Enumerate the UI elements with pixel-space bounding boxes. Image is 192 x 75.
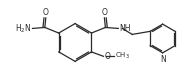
Text: O: O [43,8,49,17]
Text: O: O [102,8,107,17]
Text: H$_2$N: H$_2$N [15,22,31,35]
Text: N: N [160,55,166,64]
Text: CH$_3$: CH$_3$ [115,51,130,61]
Text: NH: NH [119,24,131,33]
Text: O: O [104,52,110,61]
